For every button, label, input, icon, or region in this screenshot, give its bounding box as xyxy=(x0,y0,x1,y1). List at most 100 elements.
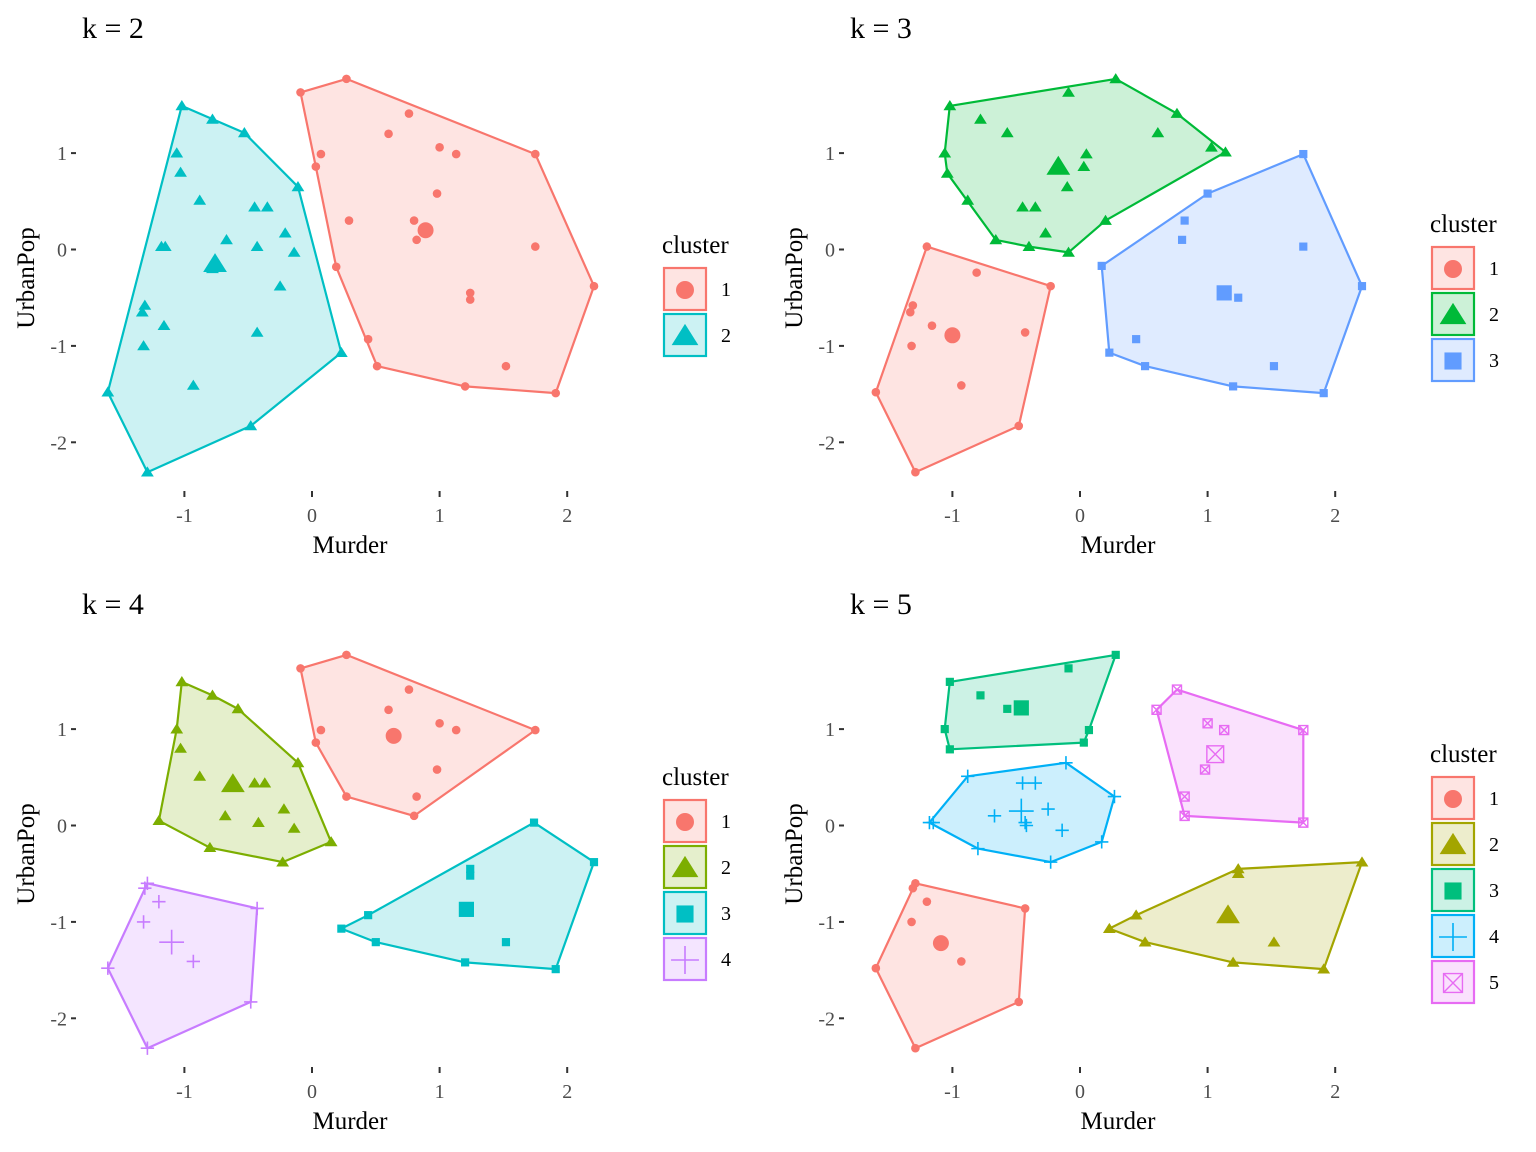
y-tick-label: 0 xyxy=(57,816,67,838)
legend-triangle-icon xyxy=(1439,832,1467,855)
data-point xyxy=(1180,216,1189,225)
data-point xyxy=(907,917,916,927)
y-tick-label: 0 xyxy=(57,240,67,262)
data-point xyxy=(316,149,326,159)
cluster-4-hull xyxy=(106,882,259,1050)
legend-key-2: 2 xyxy=(1430,291,1499,337)
cluster-3-centroid xyxy=(1216,285,1232,301)
legend-triangle-icon xyxy=(671,855,699,878)
x-tick-label: 0 xyxy=(1075,505,1085,527)
data-point xyxy=(258,777,272,788)
data-point xyxy=(186,954,200,969)
data-point xyxy=(344,216,354,225)
cluster-1-centroid xyxy=(417,222,434,239)
cluster-1-centroid xyxy=(932,935,949,952)
data-point xyxy=(501,361,511,371)
data-point xyxy=(1014,997,1024,1007)
data-point xyxy=(412,235,421,245)
legend-label: 3 xyxy=(1489,880,1499,902)
data-point xyxy=(1129,909,1143,920)
data-point xyxy=(1319,389,1328,398)
panel-title: k = 4 xyxy=(82,588,144,621)
data-point xyxy=(175,676,189,687)
data-point xyxy=(412,792,421,801)
legend-label: 2 xyxy=(721,857,731,879)
data-point xyxy=(1226,956,1240,967)
legend-triangle-icon xyxy=(671,323,699,346)
legend-key-1: 1 xyxy=(1430,245,1499,291)
panel-title: k = 2 xyxy=(82,12,144,45)
legend-label: 1 xyxy=(1489,258,1499,280)
legend-title: cluster xyxy=(1430,741,1497,768)
legend-plus-icon xyxy=(1439,923,1467,951)
y-tick-label: -2 xyxy=(50,1008,67,1030)
legend-triangle-icon xyxy=(1439,302,1467,325)
cluster-3-points xyxy=(940,650,1120,754)
cluster-5-points xyxy=(1151,684,1309,828)
data-point xyxy=(296,664,305,673)
data-point xyxy=(311,738,321,747)
data-point xyxy=(1019,818,1034,833)
legend-key-3: 3 xyxy=(1430,337,1499,383)
legend-title: cluster xyxy=(662,764,729,791)
data-point xyxy=(206,689,219,700)
cluster-1-centroid xyxy=(385,727,402,744)
data-point xyxy=(101,386,115,397)
y-tick-label: 1 xyxy=(57,719,67,741)
data-point xyxy=(1298,724,1309,736)
data-point xyxy=(1043,855,1058,869)
cluster-2-points xyxy=(101,100,348,477)
x-tick-label: 2 xyxy=(562,1081,572,1103)
data-point xyxy=(316,725,326,735)
data-point xyxy=(337,924,346,933)
legend-label: 2 xyxy=(1489,834,1499,856)
legend-swatch xyxy=(1430,959,1476,1005)
cluster-2-centroid xyxy=(203,253,227,273)
y-tick-label: -2 xyxy=(818,1008,835,1030)
data-point xyxy=(203,841,217,853)
cluster-2-centroid xyxy=(1216,904,1240,924)
x-axis-title: Murder xyxy=(1081,532,1157,559)
legend-circle-icon xyxy=(676,281,694,299)
data-point xyxy=(174,742,187,753)
y-tick-label: 0 xyxy=(825,816,835,838)
data-point xyxy=(972,268,981,277)
data-point xyxy=(1355,856,1369,867)
y-tick-label: -1 xyxy=(818,336,835,358)
legend-swatch xyxy=(1430,821,1476,867)
data-point xyxy=(976,691,985,700)
data-point xyxy=(1179,810,1190,822)
y-tick-label: -1 xyxy=(50,912,67,934)
data-point xyxy=(940,725,949,734)
data-point xyxy=(1138,936,1152,947)
data-point xyxy=(250,326,264,337)
data-point xyxy=(244,995,258,1009)
cluster-2-hull xyxy=(106,104,343,474)
data-point xyxy=(1039,227,1052,238)
legend-label: 1 xyxy=(1489,788,1499,810)
data-point xyxy=(451,149,461,159)
data-point xyxy=(1171,684,1183,695)
data-point xyxy=(1205,141,1218,152)
data-point xyxy=(1064,664,1073,673)
data-point xyxy=(957,381,966,390)
y-axis-title: UrbanPop xyxy=(13,227,40,328)
data-point xyxy=(466,864,475,873)
data-point xyxy=(291,181,305,192)
cluster-1-points xyxy=(296,650,540,821)
data-point xyxy=(384,129,393,139)
data-point xyxy=(220,234,233,245)
data-point xyxy=(435,143,444,152)
data-point xyxy=(248,201,261,212)
data-point xyxy=(908,301,918,310)
cluster-2-points xyxy=(1102,856,1369,974)
legend: cluster 1 2 3 4 5 xyxy=(1430,741,1499,1005)
data-point xyxy=(1199,764,1211,775)
data-point xyxy=(384,705,393,715)
cluster-4-points xyxy=(101,876,264,1055)
data-point xyxy=(974,113,987,124)
data-point xyxy=(1084,725,1094,735)
data-point xyxy=(1077,160,1091,171)
data-point xyxy=(1022,240,1036,251)
